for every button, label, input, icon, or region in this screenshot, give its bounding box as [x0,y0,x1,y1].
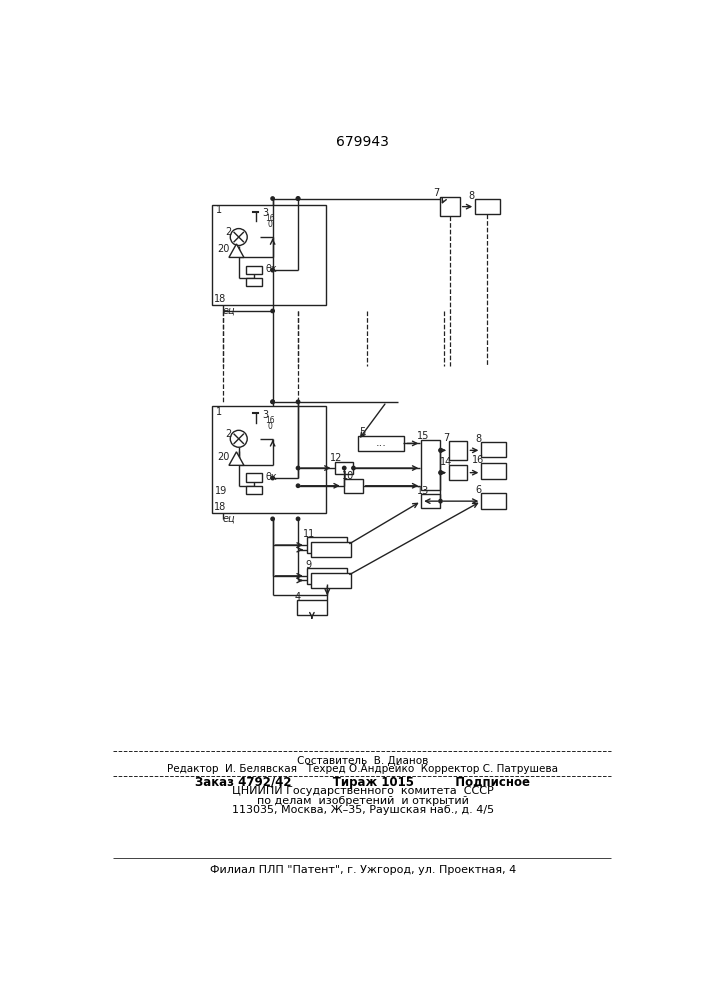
Text: Составитель  В. Дианов: Составитель В. Дианов [297,756,428,766]
Text: eц: eц [223,305,235,315]
Circle shape [271,517,274,521]
Bar [475,199,500,214]
Text: 2: 2 [226,429,232,439]
Bar [335,462,354,474]
Text: Филиал ПЛП "Патент", г. Ужгород, ул. Проектная, 4: Филиал ПЛП "Патент", г. Ужгород, ул. Про… [209,865,516,875]
Text: 3: 3 [262,208,268,218]
Circle shape [296,400,300,404]
Text: 9: 9 [305,560,312,570]
Text: Заказ 4792/42          Тираж 1015          Подписное: Заказ 4792/42 Тираж 1015 Подписное [195,776,530,789]
Text: 15: 15 [417,431,430,441]
Text: 20: 20 [217,452,230,462]
Circle shape [439,499,442,503]
Bar [421,440,440,490]
Text: 19: 19 [215,486,227,496]
Circle shape [271,309,274,313]
Bar [308,568,347,584]
Text: 1: 1 [216,407,223,417]
Text: 11: 11 [303,529,315,539]
Text: 12: 12 [330,453,343,463]
Bar [308,537,347,553]
Bar [358,436,404,451]
Bar [344,479,363,493]
Text: 2: 2 [226,227,232,237]
Text: 113035, Москва, Ж–35, Раушская наб., д. 4/5: 113035, Москва, Ж–35, Раушская наб., д. … [232,805,493,815]
Bar [449,465,467,480]
Polygon shape [229,244,244,257]
Text: 6: 6 [475,485,481,495]
Text: Редактор  И. Белявская   Техред О.Андрейко  Корректор С. Патрушева: Редактор И. Белявская Техред О.Андрейко … [168,764,559,774]
Circle shape [352,466,355,470]
Text: 3: 3 [262,410,268,420]
Bar [212,406,326,513]
Circle shape [271,268,274,272]
Bar [247,278,262,286]
Circle shape [230,430,247,447]
Text: 679943: 679943 [337,135,389,149]
Bar [440,197,460,216]
Bar [481,493,506,509]
Circle shape [439,471,442,474]
Circle shape [271,197,274,200]
Bar [311,573,351,588]
Text: 20: 20 [217,244,230,254]
Text: 0: 0 [267,422,272,431]
Text: θк: θк [265,264,277,274]
Bar [449,441,467,460]
Circle shape [271,400,274,404]
Circle shape [296,466,300,470]
Circle shape [271,476,274,480]
Bar [247,266,262,274]
Bar [481,463,506,479]
Text: ...: ... [375,438,387,448]
Circle shape [296,197,300,200]
Text: 18: 18 [214,502,226,512]
Bar [247,473,262,482]
Text: 8: 8 [475,434,481,444]
Bar [296,600,327,615]
Text: 0: 0 [267,220,272,229]
Text: 7: 7 [433,188,440,198]
Bar [311,542,351,557]
Circle shape [343,466,346,470]
Text: 7: 7 [443,433,449,443]
Circle shape [296,484,300,487]
Text: 4: 4 [295,592,301,602]
Text: ЦНИИПИ Государственного  комитета  СССР: ЦНИИПИ Государственного комитета СССР [232,786,493,796]
Text: 13: 13 [417,486,430,496]
Text: 16: 16 [264,214,274,223]
Circle shape [439,449,442,452]
Text: по делам  изобретений  и открытий: по делам изобретений и открытий [257,796,469,806]
Text: 1: 1 [216,205,223,215]
Text: 16: 16 [264,416,274,425]
Text: eц: eц [223,513,235,523]
Text: 16: 16 [472,455,484,465]
Bar [212,205,326,305]
Bar [481,442,506,457]
Circle shape [296,517,300,521]
Circle shape [271,400,274,404]
Bar [421,494,440,508]
Text: 14: 14 [440,457,452,467]
Text: 18: 18 [214,294,226,304]
Text: 10: 10 [342,471,354,481]
Circle shape [296,197,300,200]
Text: 8: 8 [468,191,474,201]
Text: 5: 5 [359,427,365,437]
Circle shape [230,229,247,246]
Text: θк: θк [265,472,277,482]
Polygon shape [229,452,244,465]
Bar [247,486,262,494]
